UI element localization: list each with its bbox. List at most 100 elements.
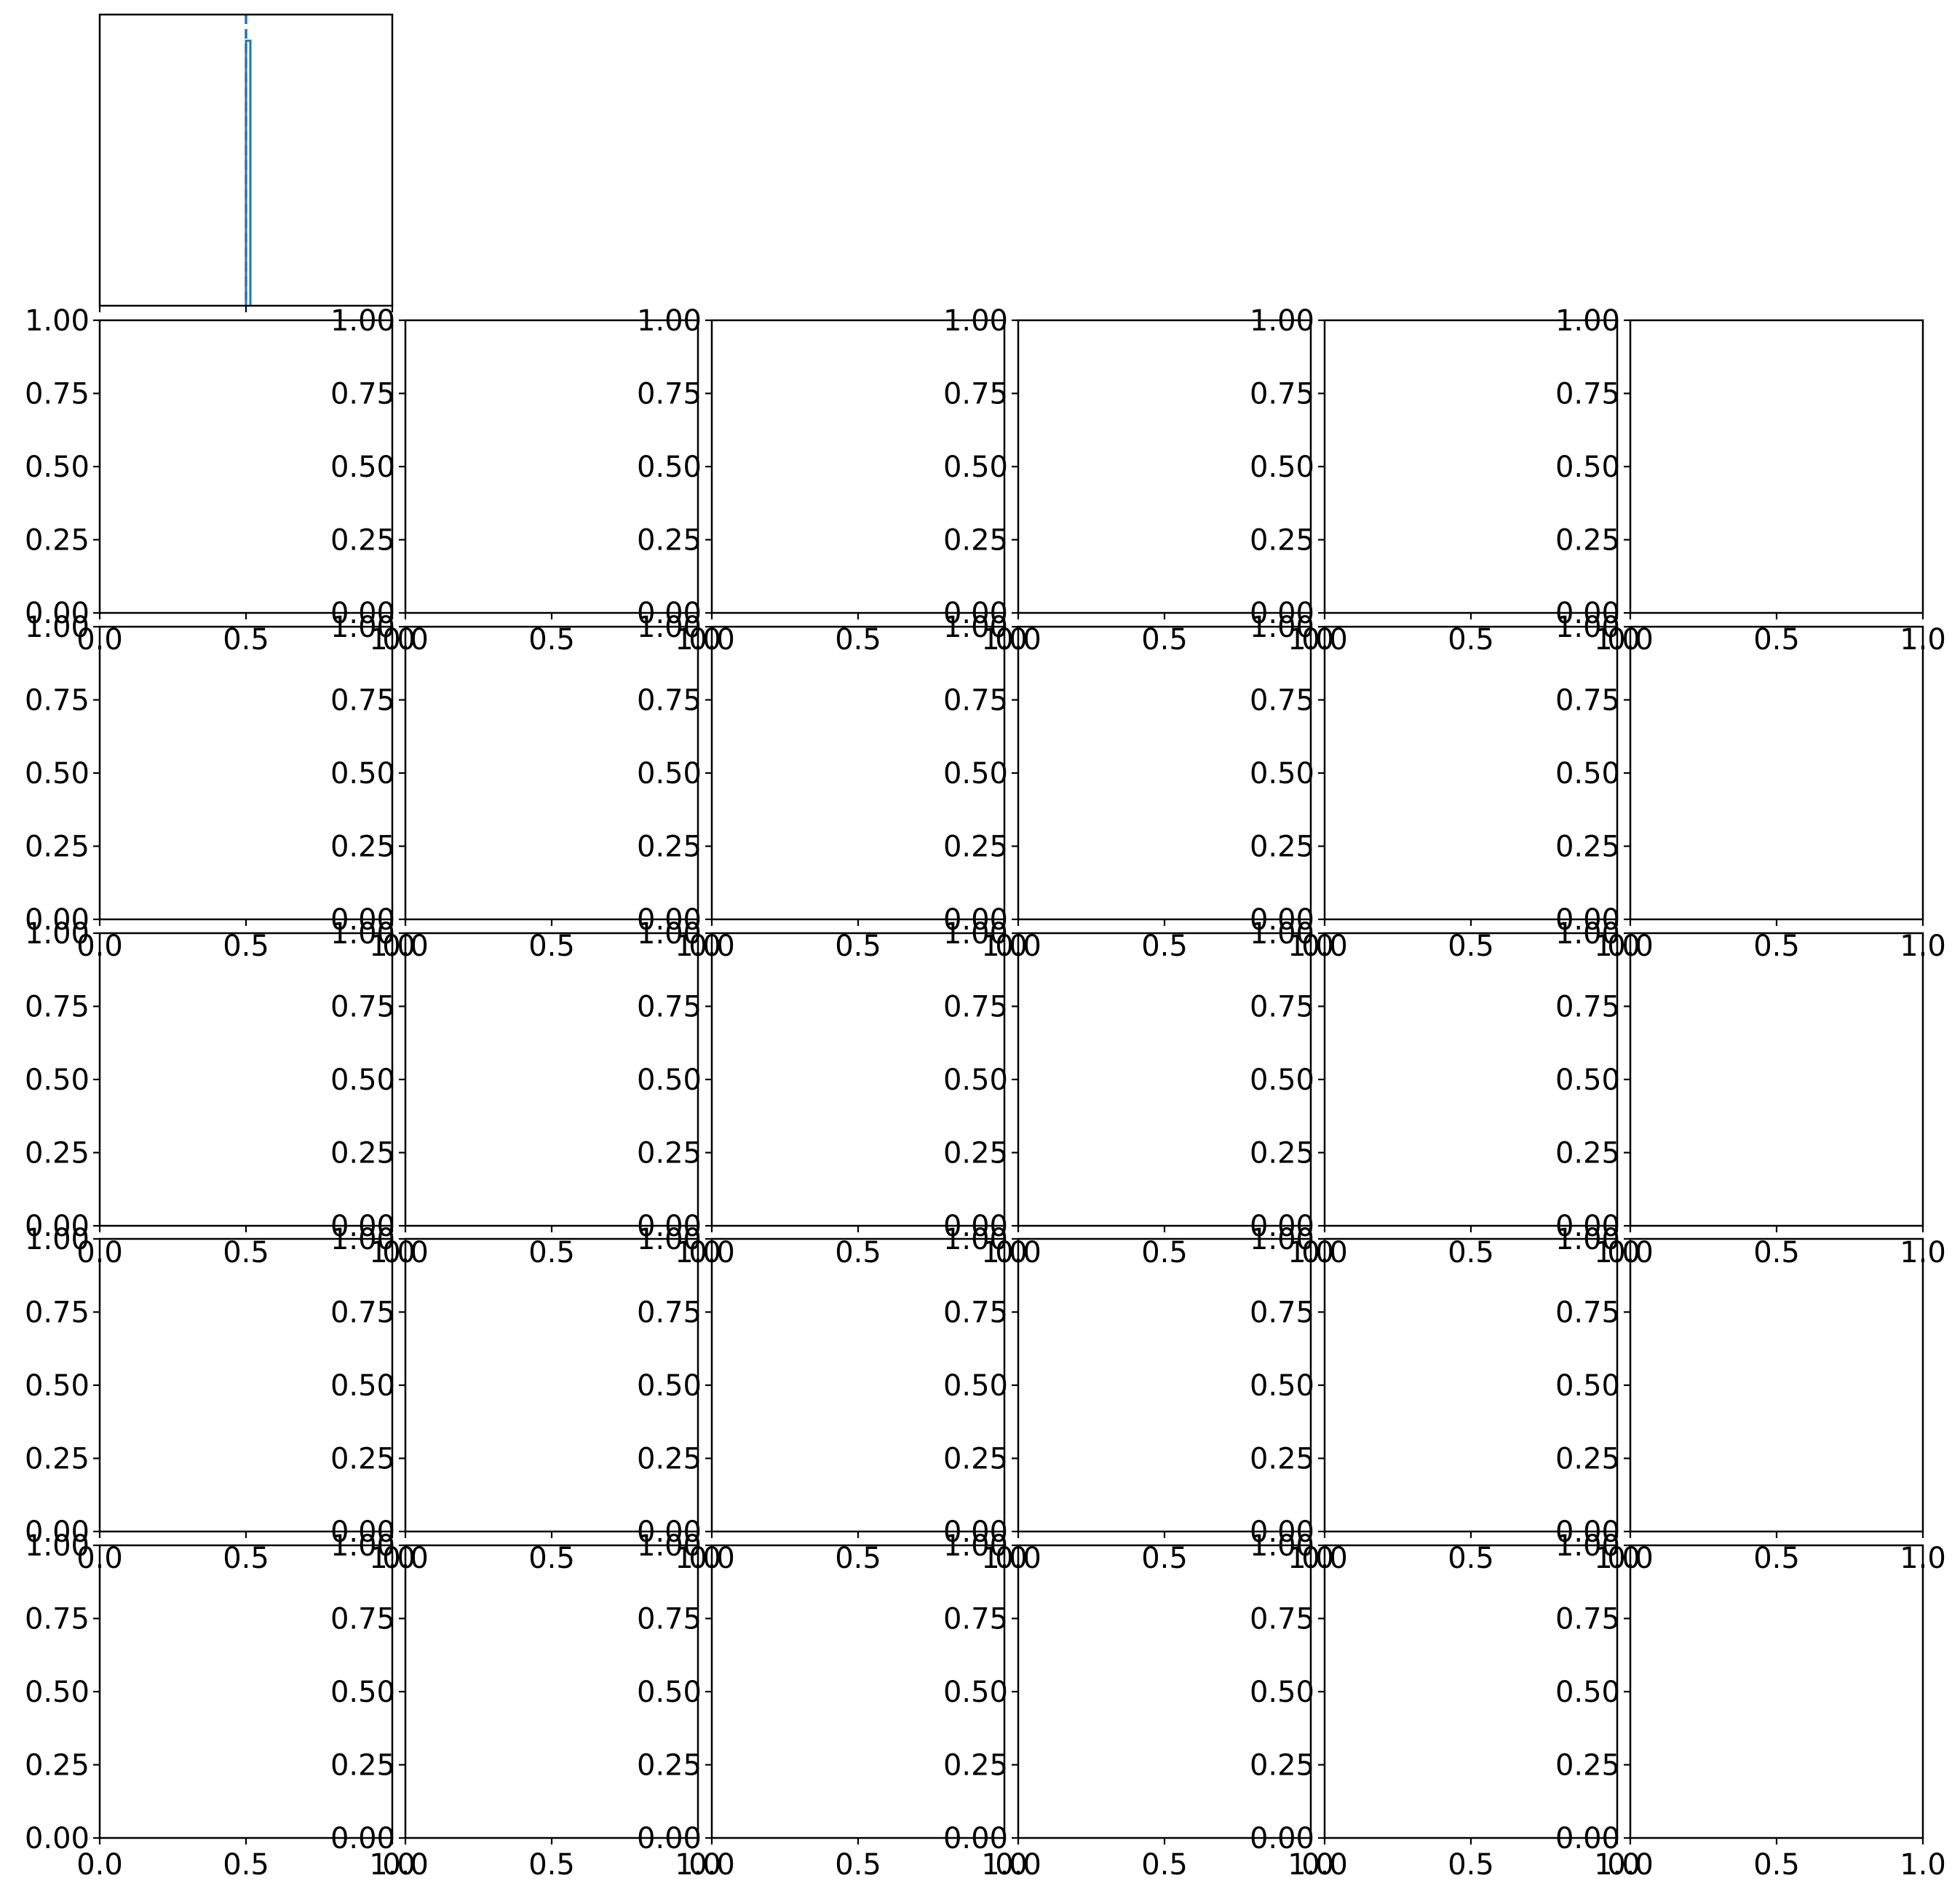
ytick-label-r2-c1-0: 0.00	[330, 1210, 395, 1243]
xtick-label-r2-c2-1: 0.5	[835, 1236, 881, 1269]
ytick-label-r0-c1-3: 0.75	[330, 378, 395, 411]
xtick-label-r0-c4-1: 0.5	[1448, 623, 1494, 657]
ytick-label-r2-c4-0: 0.00	[1250, 1210, 1314, 1243]
panel-r4-c1: 0.00 0.25 0.50 0.75 1.00 0.0 0.5 1.0	[330, 1529, 721, 1882]
panel-r0-c1: 0.000.250.500.751.000.0 0.5 1.0	[330, 304, 721, 657]
xtick-label-r3-c4-1: 0.5	[1448, 1542, 1494, 1575]
xtick-label-r4-c5-0: 0.0	[1607, 1848, 1654, 1882]
ytick-label-r0-c3-1: 0.25	[943, 524, 1008, 558]
ytick-label-r4-c3-1: 0.25	[943, 1749, 1008, 1783]
ytick-label-r0-c3-2: 0.50	[943, 451, 1008, 484]
ytick-label-r4-c0-4: 1.00	[25, 1529, 90, 1563]
ytick-label-r3-c0-0: 0.00	[25, 1515, 90, 1549]
panel-r1-c5: 0.000.250.500.751.000.0 0.5 1.0	[1555, 611, 1946, 963]
ytick-label-r2-c0-4: 1.00	[25, 917, 90, 951]
xtick-label-r3-c0-1: 0.5	[223, 1542, 269, 1575]
ytick-label-r1-c2-3: 0.75	[637, 684, 702, 718]
ytick-label-r4-c3-4: 1.00	[943, 1529, 1008, 1563]
ytick-label-r2-c0-1: 0.25	[25, 1137, 90, 1170]
ytick-label-r0-c2-4: 1.00	[637, 304, 702, 338]
xtick-label-r4-c2-2: 1.0	[981, 1848, 1028, 1882]
xtick-label-r2-c1-1: 0.5	[528, 1236, 575, 1269]
ytick-label-r3-c2-3: 0.75	[637, 1296, 702, 1330]
ytick-label-r4-c1-3: 0.75	[330, 1603, 395, 1636]
xtick-label-r1-c0-1: 0.5	[223, 930, 269, 963]
ytick-label-r0-c1-2: 0.50	[330, 451, 395, 484]
ytick-label-r4-c2-2: 0.50	[637, 1676, 702, 1709]
xtick-label-r4-c3-0: 0.0	[995, 1848, 1042, 1882]
ytick-label-r2-c4-3: 0.75	[1250, 991, 1314, 1024]
panel-r2-c3: 0.000.250.500.751.000.0 0.5 1.0	[943, 917, 1334, 1269]
ytick-label-r3-c1-1: 0.25	[330, 1443, 395, 1476]
panel-r4-c4: 0.00 0.25 0.50 0.75 1.00 0.0 0.5 1.0	[1250, 1529, 1640, 1882]
xtick-label-r0-c2-1: 0.5	[835, 623, 881, 657]
ytick-label-r1-c1-4: 1.00	[330, 611, 395, 644]
xtick-label-r4-c2-1: 0.5	[835, 1848, 881, 1882]
ytick-label-r1-c1-2: 0.50	[330, 757, 395, 791]
ytick-label-r0-c4-1: 0.25	[1250, 524, 1314, 558]
xtick-label-r0-c5-1: 0.5	[1753, 623, 1800, 657]
ytick-label-r4-c5-4: 1.00	[1555, 1529, 1620, 1563]
ytick-label-r0-c1-4: 1.00	[330, 304, 395, 338]
xtick-label-r3-c3-1: 0.5	[1141, 1542, 1188, 1575]
ytick-label-r0-c1-0: 0.00	[330, 597, 395, 630]
xtick-label-r4-c4-1: 0.5	[1448, 1848, 1494, 1882]
ytick-label-r2-c3-3: 0.75	[943, 991, 1008, 1024]
ytick-label-r2-c5-2: 0.50	[1555, 1063, 1620, 1097]
ytick-label-r2-c1-2: 0.50	[330, 1063, 395, 1097]
xtick-label-r4-c4-2: 1.0	[1594, 1848, 1640, 1882]
ytick-label-r0-c5-2: 0.50	[1555, 451, 1620, 484]
panel-frame-r4-c5	[1629, 1544, 1924, 1839]
ytick-label-r2-c4-4: 1.00	[1250, 917, 1314, 951]
ytick-label-r1-c0-0: 0.00	[25, 903, 90, 937]
ytick-label-r0-c0-0: 0.00	[25, 597, 90, 630]
ytick-label-r3-c5-1: 0.25	[1555, 1443, 1620, 1476]
ytick-label-r0-c3-4: 1.00	[943, 304, 1008, 338]
xtick-label-r2-c4-1: 0.5	[1448, 1236, 1494, 1269]
ytick-label-r4-c2-3: 0.75	[637, 1603, 702, 1636]
panel-frame-r2-c5	[1629, 932, 1924, 1227]
ytick-label-r1-c5-3: 0.75	[1555, 684, 1620, 718]
ytick-label-r1-c0-3: 0.75	[25, 684, 90, 718]
ytick-label-r2-c1-1: 0.25	[330, 1137, 395, 1170]
ytick-label-r0-c2-1: 0.25	[637, 524, 702, 558]
ytick-label-r1-c2-4: 1.00	[637, 611, 702, 644]
xtick-label-r1-c1-1: 0.5	[528, 930, 575, 963]
ytick-label-r4-c4-0: 0.00	[1250, 1822, 1314, 1855]
xtick-label-r4-c1-0: 0.0	[382, 1848, 429, 1882]
ytick-label-r4-c0-3: 0.75	[25, 1603, 90, 1636]
ytick-label-r1-c5-1: 0.25	[1555, 831, 1620, 864]
ytick-label-r3-c1-0: 0.00	[330, 1515, 395, 1549]
ytick-label-r4-c1-0: 0.00	[330, 1822, 395, 1855]
ytick-label-r1-c4-4: 1.00	[1250, 611, 1314, 644]
xtick-label-r4-c4-0: 0.0	[1301, 1848, 1348, 1882]
xtick-label-r4-c3-2: 1.0	[1288, 1848, 1334, 1882]
ytick-label-r0-c2-3: 0.75	[637, 378, 702, 411]
ytick-label-r3-c2-0: 0.00	[637, 1515, 702, 1549]
ytick-label-r4-c4-3: 0.75	[1250, 1603, 1314, 1636]
ytick-label-r3-c4-2: 0.50	[1250, 1369, 1314, 1403]
ytick-label-r4-c1-1: 0.25	[330, 1749, 395, 1783]
panel-r0-c5: 0.000.250.500.751.000.0 0.5 1.0	[1555, 304, 1946, 657]
ytick-label-r1-c2-2: 0.50	[637, 757, 702, 791]
xtick-label-r4-c5-1: 0.5	[1753, 1848, 1800, 1882]
ytick-label-r4-c5-1: 0.25	[1555, 1749, 1620, 1783]
xtick-label-r1-c5-1: 0.5	[1753, 930, 1800, 963]
ytick-label-r3-c2-2: 0.50	[637, 1369, 702, 1403]
ytick-label-r2-c0-2: 0.50	[25, 1063, 90, 1097]
ytick-label-r0-c1-1: 0.25	[330, 524, 395, 558]
ytick-label-r3-c5-0: 0.00	[1555, 1515, 1620, 1549]
panel-r3-c1: 0.000.250.500.751.000.0 0.5 1.0	[330, 1223, 721, 1575]
ytick-label-r0-c0-4: 1.00	[25, 304, 90, 338]
xtick-label-r0-c0-1: 0.5	[223, 623, 269, 657]
ytick-label-r4-c5-2: 0.50	[1555, 1676, 1620, 1709]
ytick-label-r3-c1-2: 0.50	[330, 1369, 395, 1403]
ytick-label-r3-c3-3: 0.75	[943, 1296, 1008, 1330]
ytick-label-r0-c4-3: 0.75	[1250, 378, 1314, 411]
ytick-label-r1-c3-0: 0.00	[943, 903, 1008, 937]
ytick-label-r2-c0-0: 0.00	[25, 1210, 90, 1243]
ytick-label-r1-c4-0: 0.00	[1250, 903, 1314, 937]
xtick-label-r4-c3-1: 0.5	[1141, 1848, 1188, 1882]
ytick-label-r2-c2-4: 1.00	[637, 917, 702, 951]
ytick-label-r4-c3-0: 0.00	[943, 1822, 1008, 1855]
